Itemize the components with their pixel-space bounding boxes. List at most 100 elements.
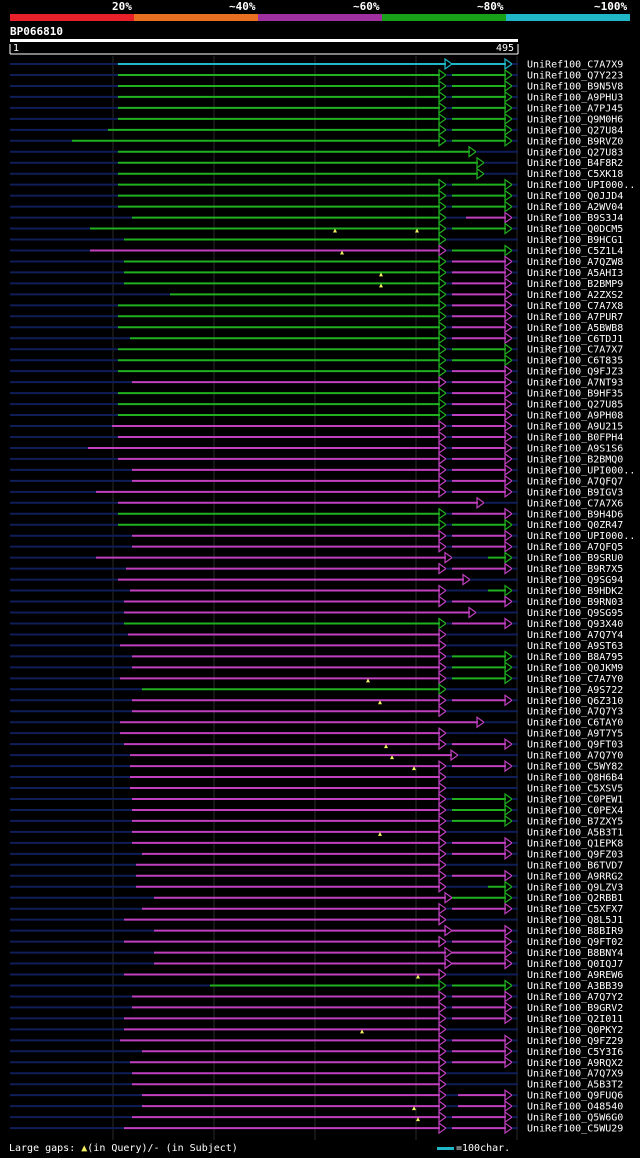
hit-label[interactable]: UniRef100_Q2RBB1	[527, 893, 623, 904]
hit-label[interactable]: UniRef100_C0PEW1	[527, 794, 623, 805]
hit-label[interactable]: UniRef100_C5XK18	[527, 169, 623, 180]
hit-label[interactable]: UniRef100_A9RQX2	[527, 1058, 623, 1069]
hit-row[interactable]: UniRef100_UPI000..	[10, 178, 635, 192]
hit-row[interactable]: UniRef100_A3BB39	[10, 979, 623, 992]
hit-label[interactable]: UniRef100_B9N5V8	[527, 81, 623, 92]
hit-row[interactable]: UniRef100_A9RRG2	[10, 869, 623, 883]
hit-row[interactable]: UniRef100_Q0JKM9	[10, 661, 623, 674]
hit-row[interactable]: UniRef100_B8A795	[10, 650, 623, 663]
hit-row[interactable]: UniRef100_B9R7X5	[10, 562, 623, 576]
hit-row[interactable]: UniRef100_C6T835	[10, 354, 623, 367]
hit-label[interactable]: UniRef100_Q7Y223	[527, 70, 623, 81]
hit-row[interactable]: UniRef100_B7ZXY5	[10, 814, 623, 828]
hit-row[interactable]: UniRef100_Q0JJD4	[10, 189, 623, 203]
hit-label[interactable]: UniRef100_A7PUR7	[527, 312, 623, 323]
hit-label[interactable]: UniRef100_Q0DCM5	[527, 224, 623, 235]
hit-label[interactable]: UniRef100_Q0JKM9	[527, 663, 623, 674]
hit-label[interactable]: UniRef100_B9HDK2	[527, 586, 623, 597]
hit-row[interactable]: UniRef100_A9PH08	[10, 408, 623, 422]
hit-label[interactable]: UniRef100_A2ZXS2	[527, 290, 623, 301]
hit-label[interactable]: UniRef100_A7Q7Y2	[527, 992, 623, 1003]
hit-label[interactable]: UniRef100_C5Z1L4	[527, 246, 623, 257]
hit-label[interactable]: UniRef100_B0FPH4	[527, 432, 623, 443]
hit-label[interactable]: UniRef100_C5WY82	[527, 762, 623, 773]
hit-row[interactable]: UniRef100_Q9SG94	[10, 573, 623, 587]
hit-row[interactable]: UniRef100_B9GRV2	[10, 1001, 623, 1014]
hit-row[interactable]: UniRef100_Q27U83	[10, 145, 623, 159]
hit-row[interactable]: UniRef100_A7Q7Y2	[10, 990, 623, 1003]
hit-row[interactable]: UniRef100_A9S722	[10, 683, 623, 696]
hit-label[interactable]: UniRef100_Q9FT02	[527, 937, 623, 948]
hit-label[interactable]: UniRef100_UPI000..	[527, 180, 635, 191]
hit-label[interactable]: UniRef100_Q8L5J1	[527, 915, 623, 926]
hit-label[interactable]: UniRef100_Q2I011	[527, 1014, 623, 1025]
hit-row[interactable]: UniRef100_Q0ZR47	[10, 518, 623, 532]
hit-label[interactable]: UniRef100_A9S1S6	[527, 443, 623, 454]
hit-row[interactable]: UniRef100_Q9FZ29	[10, 1034, 623, 1047]
hit-label[interactable]: UniRef100_A9ST63	[527, 641, 623, 652]
hit-label[interactable]: UniRef100_A2WV04	[527, 202, 623, 213]
hit-label[interactable]: UniRef100_Q27U85	[527, 400, 623, 411]
hit-row[interactable]: UniRef100_A2WV04	[10, 200, 623, 214]
hit-label[interactable]: UniRef100_Q1EPK8	[527, 838, 623, 849]
hit-row[interactable]: UniRef100_Q7Y223	[10, 68, 623, 82]
hit-label[interactable]: UniRef100_Q9SG94	[527, 575, 623, 586]
hit-row[interactable]: UniRef100_Q9FJZ3	[10, 364, 623, 378]
hit-row[interactable]: UniRef100_A9S1S6	[10, 441, 623, 455]
hit-row[interactable]: UniRef100_A7NT93	[10, 375, 623, 389]
hit-row[interactable]: UniRef100_A2ZXS2	[10, 288, 623, 301]
hit-label[interactable]: UniRef100_B4F8R2	[527, 158, 623, 169]
hit-label[interactable]: UniRef100_B9R7X5	[527, 564, 623, 575]
hit-label[interactable]: UniRef100_B8BNY4	[527, 948, 623, 959]
hit-row[interactable]: UniRef100_Q6Z310	[10, 694, 623, 707]
hit-label[interactable]: UniRef100_C7A7X7	[527, 345, 623, 356]
hit-row[interactable]: UniRef100_Q1EPK8	[10, 836, 623, 850]
hit-label[interactable]: UniRef100_UPI000..	[527, 531, 635, 542]
hit-label[interactable]: UniRef100_B9SRU0	[527, 553, 623, 564]
hit-row[interactable]: UniRef100_A7QZW8	[10, 255, 623, 268]
hit-row[interactable]: UniRef100_A9PHU3	[10, 90, 623, 104]
hit-row[interactable]: UniRef100_A9U215	[10, 419, 623, 433]
hit-label[interactable]: UniRef100_A5AHI3	[527, 268, 623, 279]
hit-label[interactable]: UniRef100_A9REW6	[527, 970, 623, 981]
hit-row[interactable]: UniRef100_Q2RBB1	[10, 891, 623, 905]
hit-row[interactable]: UniRef100_B9RN03	[10, 595, 623, 609]
hit-label[interactable]: UniRef100_Q27U84	[527, 125, 623, 136]
hit-row[interactable]: UniRef100_Q27U84	[10, 123, 623, 137]
hit-row[interactable]: UniRef100_C5Z1L4	[10, 244, 623, 257]
hit-label[interactable]: UniRef100_B7ZXY5	[527, 816, 623, 827]
hit-row[interactable]: UniRef100_B9IGV3	[10, 485, 623, 499]
hit-label[interactable]: UniRef100_A7QZW8	[527, 257, 623, 268]
hit-row[interactable]: UniRef100_A7Q7Y4	[10, 628, 623, 641]
hit-label[interactable]: UniRef100_A7NT93	[527, 378, 623, 389]
hit-label[interactable]: UniRef100_B9RN03	[527, 597, 623, 608]
hit-label[interactable]: UniRef100_A9PH08	[527, 411, 623, 422]
hit-label[interactable]: UniRef100_C7A7X8	[527, 301, 623, 312]
hit-row[interactable]: UniRef100_C6TAY0	[10, 716, 623, 729]
hit-row[interactable]: UniRef100_Q9M0H6	[10, 112, 623, 126]
hit-row[interactable]: UniRef100_C7A7Y0	[10, 672, 623, 685]
hit-row[interactable]: UniRef100_A7QFQ7	[10, 474, 623, 488]
hit-row[interactable]: UniRef100_Q8L5J1	[10, 913, 623, 927]
hit-label[interactable]: UniRef100_UPI000..	[527, 465, 635, 476]
hit-row[interactable]: UniRef100_A5BWB8	[10, 321, 623, 334]
hit-label[interactable]: UniRef100_C5WU29	[527, 1124, 623, 1135]
hit-label[interactable]: UniRef100_A5B3T2	[527, 1080, 623, 1091]
hit-label[interactable]: UniRef100_A7Q7Y4	[527, 630, 623, 641]
hit-row[interactable]: UniRef100_Q9FZ03	[10, 847, 623, 861]
hit-row[interactable]: UniRef100_Q9FUQ6	[10, 1089, 623, 1102]
hit-label[interactable]: UniRef100_Q8H6B4	[527, 773, 623, 784]
hit-row[interactable]: UniRef100_C7A7X8	[10, 299, 623, 312]
hit-label[interactable]: UniRef100_Q0IQJ7	[527, 959, 623, 970]
hit-label[interactable]: UniRef100_C6T835	[527, 356, 623, 367]
hit-row[interactable]: UniRef100_C7A7X9	[10, 57, 623, 71]
hit-row[interactable]: UniRef100_C5XFX7	[10, 902, 623, 916]
hit-label[interactable]: UniRef100_B9IGV3	[527, 487, 623, 498]
hit-label[interactable]: UniRef100_A7PJ45	[527, 103, 623, 114]
hit-row[interactable]: UniRef100_C5XK18	[10, 167, 623, 181]
hit-row[interactable]: UniRef100_Q9LZV3	[10, 880, 623, 894]
hit-row[interactable]: UniRef100_C0PEX4	[10, 803, 623, 817]
hit-row[interactable]: UniRef100_A7PUR7	[10, 310, 623, 323]
hit-row[interactable]: UniRef100_C5Y3I6	[10, 1045, 623, 1058]
hit-label[interactable]: UniRef100_Q9FJZ3	[527, 367, 623, 378]
